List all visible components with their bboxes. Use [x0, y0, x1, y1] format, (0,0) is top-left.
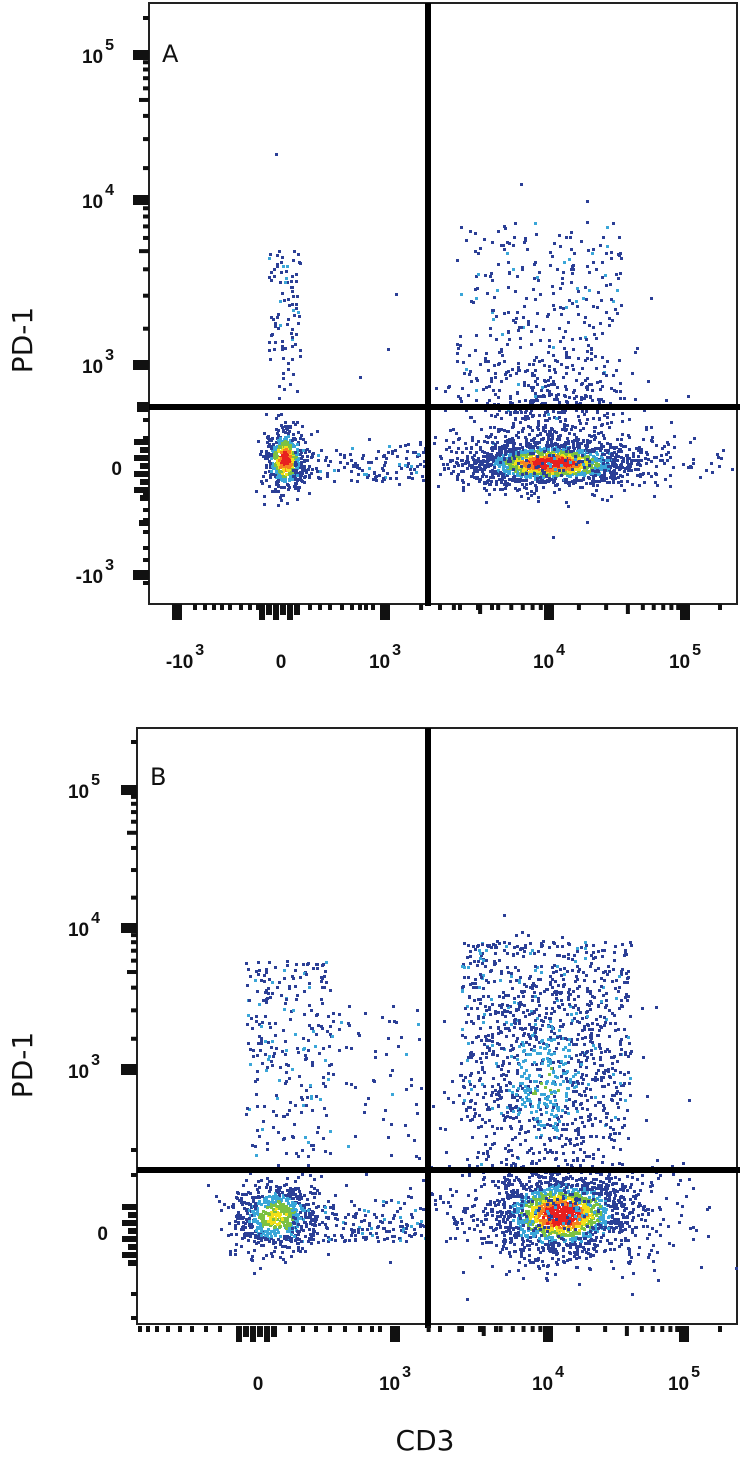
- tick-label: 103: [82, 347, 114, 378]
- panel-a-dots: [255, 153, 734, 539]
- tick-label: 104: [533, 642, 565, 673]
- tick-label: 103: [68, 1052, 100, 1083]
- panel-a-y-axis-title: PD-1: [6, 307, 39, 373]
- tick-label: 0: [253, 1374, 264, 1395]
- panel-a-letter: A: [162, 40, 179, 68]
- tick-label: 0: [97, 1224, 108, 1245]
- panel-b-y-tick-labels: 105 104 103 0: [68, 772, 108, 1245]
- tick-label: 105: [669, 642, 701, 673]
- panel-b-y-axis-title: PD-1: [6, 1032, 39, 1098]
- tick-label: 103: [369, 642, 401, 673]
- tick-label: 104: [68, 910, 100, 941]
- panel-b-x-tick-labels: 0 103 104 105: [253, 1364, 700, 1395]
- tick-label: 105: [668, 1364, 700, 1395]
- x-axis-title: CD3: [396, 1424, 455, 1457]
- tick-label: 0: [276, 652, 287, 673]
- panel-a-y-axis-ticks: [133, 16, 149, 585]
- panel-a-frame: [148, 2, 738, 605]
- tick-label: 104: [532, 1364, 564, 1395]
- tick-label: -103: [166, 642, 204, 673]
- tick-label: 0: [111, 459, 122, 480]
- tick-label: 104: [82, 182, 114, 213]
- tick-label: 105: [82, 37, 114, 68]
- tick-label: 103: [379, 1364, 411, 1395]
- tick-label: 105: [68, 772, 100, 803]
- panel-a-y-tick-labels: 105 104 103 0 -103: [76, 37, 122, 588]
- panel-b-dots: [207, 914, 738, 1301]
- panel-a-x-axis-ticks: [172, 604, 722, 620]
- panel-b: B PD-1 105 104 103 0 0 103 104 105: [6, 727, 740, 1395]
- panel-a-x-tick-labels: -103 0 103 104 105: [166, 642, 701, 673]
- panel-b-letter: B: [150, 763, 166, 791]
- panel-b-x-axis-ticks: [138, 1326, 722, 1342]
- panel-b-y-axis-ticks: [121, 740, 137, 1320]
- panel-a: A PD-1 105 104 103 0 -103 -103 0 103 104 105: [6, 2, 740, 673]
- tick-label: -103: [76, 557, 114, 588]
